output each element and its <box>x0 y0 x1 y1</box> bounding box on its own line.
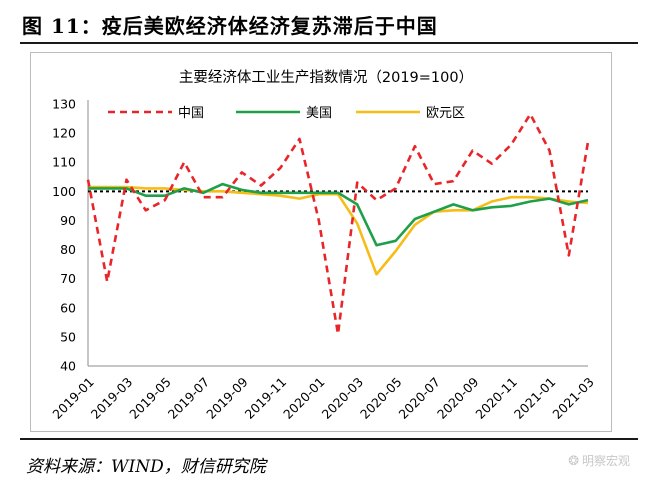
y-tick-label: 100 <box>52 184 76 199</box>
legend-label-1: 美国 <box>306 106 332 121</box>
plot-area <box>86 112 590 336</box>
chart-frame <box>30 52 612 432</box>
y-tick-label: 50 <box>60 329 76 344</box>
source-note: 资料来源：WIND，财信研究院 <box>26 457 266 477</box>
y-tick-label: 130 <box>52 97 76 112</box>
y-tick-label: 60 <box>60 300 76 315</box>
x-tick-label: 2019-05 <box>126 374 174 422</box>
y-axis: 40 50 60 70 80 90 100 110 120 130 <box>52 97 89 374</box>
x-tick-label: 2020-05 <box>357 374 405 422</box>
x-tick-label: 2020-03 <box>319 374 367 422</box>
x-tick-label: 2021-01 <box>511 374 559 422</box>
x-tick-label: 2020-01 <box>280 374 328 422</box>
x-tick-label: 2020-07 <box>396 374 444 422</box>
watermark-text: 明察宏观 <box>581 454 630 468</box>
x-tick-label: 2019-11 <box>242 374 290 422</box>
y-tick-label: 80 <box>60 242 76 257</box>
series-line-1 <box>88 182 589 247</box>
top-rule <box>20 42 638 44</box>
chart-title: 主要经济体工业生产指数情况（2019=100） <box>179 69 473 86</box>
x-axis: 2019-012019-032019-052019-072019-092019-… <box>49 365 597 422</box>
y-tick-label: 70 <box>60 271 76 286</box>
figure-title: 图 11：疫后美欧经济体经济复苏滞后于中国 <box>22 14 438 38</box>
series-line-2 <box>88 185 589 276</box>
y-tick-label: 40 <box>60 359 76 374</box>
x-tick-label: 2019-01 <box>49 374 97 422</box>
legend-label-2: 欧元区 <box>426 106 465 121</box>
y-tick-label: 120 <box>52 126 76 141</box>
x-tick-label: 2020-11 <box>472 374 520 422</box>
legend-label-0: 中国 <box>178 106 204 121</box>
x-tick-label: 2021-03 <box>549 374 597 422</box>
x-tick-label: 2019-07 <box>165 374 213 422</box>
series-line-0 <box>86 112 590 336</box>
legend: 中国 美国 欧元区 <box>108 106 465 121</box>
wechat-icon: ❂ <box>568 454 579 469</box>
x-tick-label: 2020-09 <box>434 374 482 422</box>
watermark: ❂ 明察宏观 <box>568 452 630 469</box>
x-tick-label: 2019-09 <box>203 374 251 422</box>
y-tick-label: 90 <box>60 213 76 228</box>
x-tick-label: 2019-03 <box>88 374 136 422</box>
y-tick-label: 110 <box>52 155 76 170</box>
bottom-rule <box>20 438 638 440</box>
